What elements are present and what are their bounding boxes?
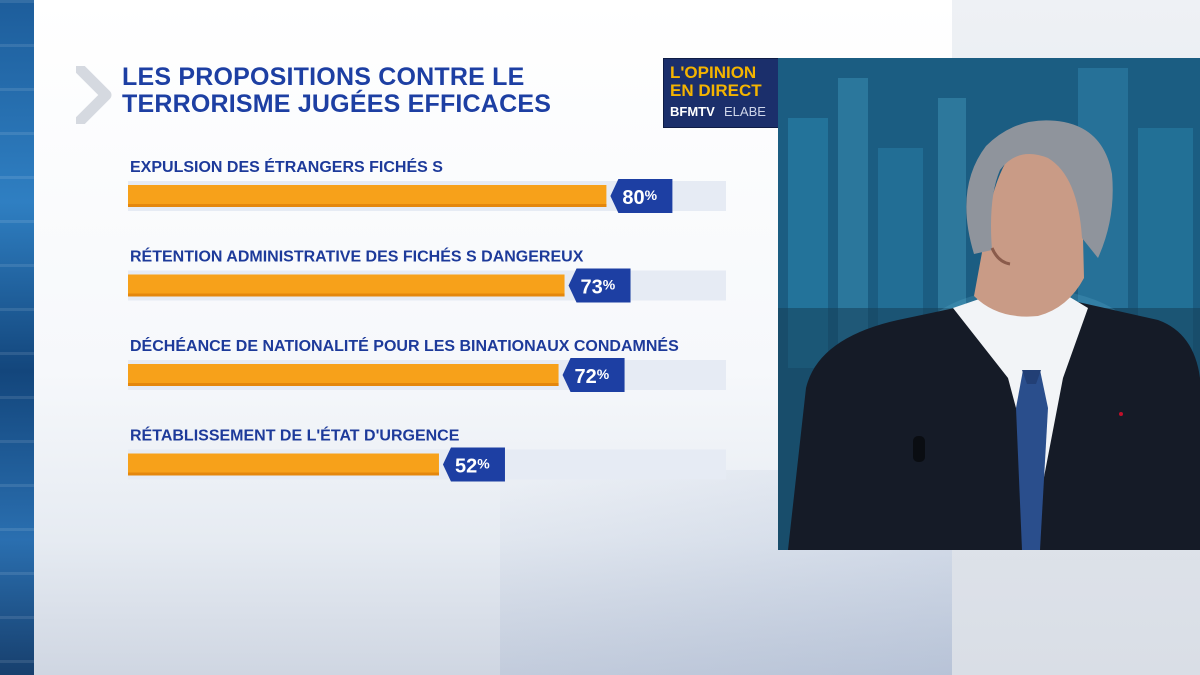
data-label: 72% bbox=[575, 366, 610, 388]
logo-line-1: L'OPINION bbox=[670, 63, 757, 82]
category-label: RÉTABLISSEMENT DE L'ÉTAT D'URGENCE bbox=[130, 426, 460, 445]
bar-edge bbox=[128, 293, 565, 297]
data-label: 80% bbox=[622, 187, 657, 209]
bar-edge bbox=[128, 472, 439, 476]
value-label-box bbox=[568, 268, 631, 303]
bar-edge bbox=[128, 383, 559, 386]
value-label-box bbox=[442, 447, 505, 482]
value-label-box bbox=[610, 179, 673, 213]
bfmtv-elabe-logo: L'OPINION EN DIRECT BFMTV ELABE bbox=[663, 58, 783, 128]
category-label: EXPULSION DES ÉTRANGERS FICHÉS S bbox=[130, 157, 443, 176]
chevron-right-icon bbox=[76, 66, 112, 124]
category-label: DÉCHÉANCE DE NATIONALITÉ POUR LES BINATI… bbox=[130, 336, 679, 355]
logo-brand: BFMTV bbox=[670, 104, 715, 119]
bar bbox=[128, 364, 559, 386]
bar-edge bbox=[128, 204, 607, 207]
bar-chart: EXPULSION DES ÉTRANGERS FICHÉS S 80% RÉTEN… bbox=[128, 157, 680, 482]
guest-video-feed bbox=[778, 58, 1200, 550]
category-label: RÉTENTION ADMINISTRATIVE DES FICHÉS S DA… bbox=[130, 247, 584, 266]
bar bbox=[128, 453, 439, 476]
data-label: 73% bbox=[581, 277, 616, 299]
data-label: 52% bbox=[455, 456, 490, 478]
logo-partner: ELABE bbox=[724, 104, 766, 119]
value-label-box bbox=[562, 358, 625, 392]
bar bbox=[128, 274, 565, 297]
studio-camera-inset bbox=[778, 58, 1200, 550]
bar bbox=[128, 185, 607, 207]
logo-line-2: EN DIRECT bbox=[670, 81, 762, 100]
studio-screen-strip bbox=[0, 0, 34, 675]
chart-title: LES PROPOSITIONS CONTRE LE TERRORISME JU… bbox=[122, 63, 552, 118]
